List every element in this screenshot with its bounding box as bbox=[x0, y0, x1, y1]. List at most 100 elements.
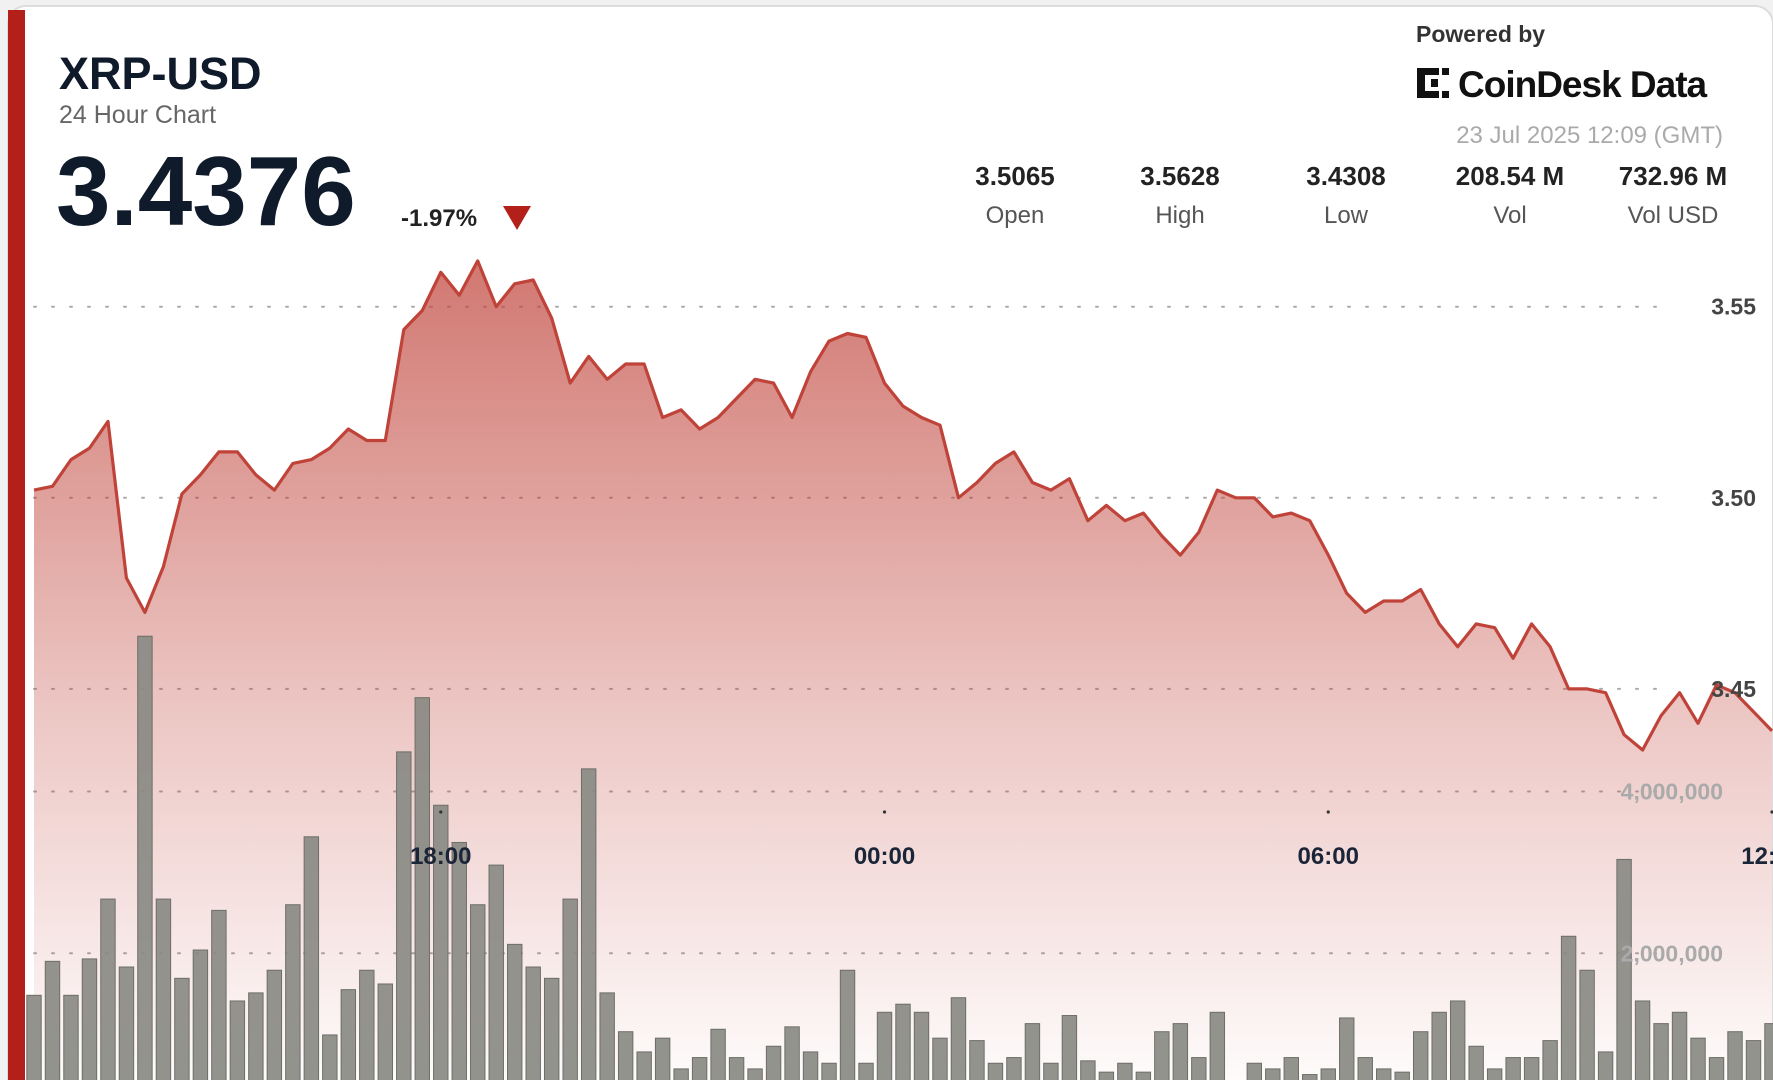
volume-bar bbox=[969, 1040, 985, 1080]
volume-bar bbox=[1745, 1040, 1762, 1080]
stat-label: Vol bbox=[1493, 202, 1526, 229]
volume-bar bbox=[1579, 969, 1595, 1080]
y-tick-label: 3.50 bbox=[1711, 485, 1756, 511]
x-tick-label: 12:00 bbox=[1741, 843, 1773, 870]
volume-bar bbox=[950, 997, 967, 1080]
volume-bar bbox=[1061, 1015, 1078, 1080]
volume-bar bbox=[1043, 1062, 1059, 1080]
volume-bar bbox=[1376, 1068, 1392, 1080]
y2-tick-label: 4,000,000 bbox=[1621, 779, 1723, 805]
volume-bar bbox=[784, 1026, 800, 1080]
volume-bar bbox=[839, 969, 856, 1080]
volume-bar bbox=[414, 697, 430, 1080]
area-fill bbox=[34, 260, 1772, 1080]
volume-bar bbox=[765, 1045, 782, 1080]
volume-bar bbox=[636, 1051, 652, 1080]
volume-bar bbox=[747, 1068, 763, 1080]
volume-bar bbox=[1690, 1037, 1706, 1080]
volume-bar bbox=[1449, 1000, 1466, 1080]
volume-bar bbox=[229, 1000, 246, 1080]
volume-bar bbox=[322, 1034, 338, 1080]
subtitle: 24 Hour Chart bbox=[59, 101, 216, 129]
volume-bar bbox=[1468, 1045, 1484, 1080]
volume-bar bbox=[192, 949, 209, 1080]
down-arrow bbox=[503, 206, 531, 230]
volume-bar bbox=[433, 804, 449, 1080]
volume-bar bbox=[1080, 1060, 1096, 1080]
volume-bar bbox=[562, 898, 578, 1080]
volume-bar bbox=[673, 1068, 689, 1080]
y-tick-label: 3.45 bbox=[1711, 676, 1756, 702]
volume-bar bbox=[1006, 1057, 1022, 1080]
volume-bar bbox=[303, 836, 320, 1080]
volume-bar bbox=[1117, 1062, 1133, 1080]
volume-bar bbox=[617, 1031, 634, 1080]
x-tick-label: 06:00 bbox=[1298, 843, 1359, 870]
brand: CoinDesk Data bbox=[1458, 64, 1708, 105]
volume-bar bbox=[155, 898, 172, 1080]
volume-bar bbox=[728, 1057, 745, 1080]
volume-bar bbox=[1764, 1023, 1773, 1080]
area-layer bbox=[34, 260, 1772, 1080]
stat-value: 3.5628 bbox=[1140, 161, 1220, 191]
stat-label: Vol USD bbox=[1628, 202, 1719, 229]
volume-bar bbox=[525, 966, 541, 1080]
volume-bar bbox=[1098, 1071, 1115, 1080]
volume-bar bbox=[63, 994, 79, 1080]
volume-bar bbox=[266, 969, 283, 1080]
volume-bar bbox=[118, 966, 135, 1080]
volume-bar bbox=[1616, 858, 1632, 1080]
volume-bar bbox=[1431, 1011, 1447, 1080]
volume-bar bbox=[1357, 1057, 1373, 1080]
volume-bar bbox=[876, 1011, 893, 1080]
volume-bar bbox=[1394, 1071, 1410, 1080]
volume-bar bbox=[1135, 1071, 1152, 1080]
brand-icon bbox=[1417, 68, 1449, 98]
change: -1.97% bbox=[401, 205, 477, 232]
volume-bar bbox=[1302, 1074, 1318, 1080]
volume-bar bbox=[488, 864, 504, 1080]
volume-bar bbox=[580, 768, 597, 1080]
volume-bar bbox=[1597, 1051, 1614, 1080]
volume-bar bbox=[1024, 1023, 1041, 1080]
volume-bar bbox=[913, 1011, 930, 1080]
x-tick-mark bbox=[439, 810, 443, 814]
volume-bar bbox=[285, 904, 301, 1080]
volume-bar bbox=[1560, 935, 1577, 1080]
volume-bar bbox=[377, 983, 394, 1080]
accent-bar bbox=[8, 10, 25, 1080]
volume-bar bbox=[599, 992, 615, 1080]
x-tick-mark bbox=[1770, 810, 1773, 814]
symbol: XRP-USD bbox=[59, 48, 262, 99]
bar-layer bbox=[26, 635, 1773, 1080]
volume-bar bbox=[1339, 1017, 1355, 1080]
volume-bar bbox=[1486, 1068, 1503, 1080]
volume-bar bbox=[858, 1062, 874, 1080]
plot: 3.45 3.50 3.55 2,000,000 4,000,000 18:00 00:00… bbox=[26, 259, 1773, 1080]
volume-bar bbox=[543, 977, 560, 1080]
y-tick-label: 3.55 bbox=[1711, 294, 1756, 320]
stat-label: Low bbox=[1324, 202, 1369, 229]
x-tick-mark bbox=[1326, 810, 1330, 814]
timestamp: 23 Jul 2025 12:09 (GMT) bbox=[1456, 122, 1723, 149]
volume-bar bbox=[1542, 1040, 1558, 1080]
volume-bar bbox=[654, 1037, 671, 1080]
volume-bar bbox=[1320, 1068, 1336, 1080]
volume-bar bbox=[691, 1057, 708, 1080]
volume-bar bbox=[987, 1062, 1004, 1080]
volume-bar bbox=[1154, 1031, 1170, 1080]
stat-value: 208.54 M bbox=[1456, 161, 1564, 191]
x-tick-mark bbox=[882, 810, 887, 814]
volume-bar bbox=[802, 1051, 819, 1080]
volume-bar bbox=[1283, 1057, 1299, 1080]
stat-label: High bbox=[1155, 202, 1204, 229]
volume-bar bbox=[1246, 1062, 1263, 1080]
stat-value: 732.96 M bbox=[1619, 161, 1727, 191]
volume-bar bbox=[174, 977, 190, 1080]
volume-bar bbox=[932, 1037, 948, 1080]
stat-value: 3.4308 bbox=[1306, 161, 1386, 191]
stat-label: Open bbox=[986, 202, 1045, 229]
volume-bar bbox=[1191, 1057, 1207, 1080]
labels: 3.45 3.50 3.55 2,000,000 4,000,000 18:00 00:00… bbox=[410, 294, 1773, 966]
